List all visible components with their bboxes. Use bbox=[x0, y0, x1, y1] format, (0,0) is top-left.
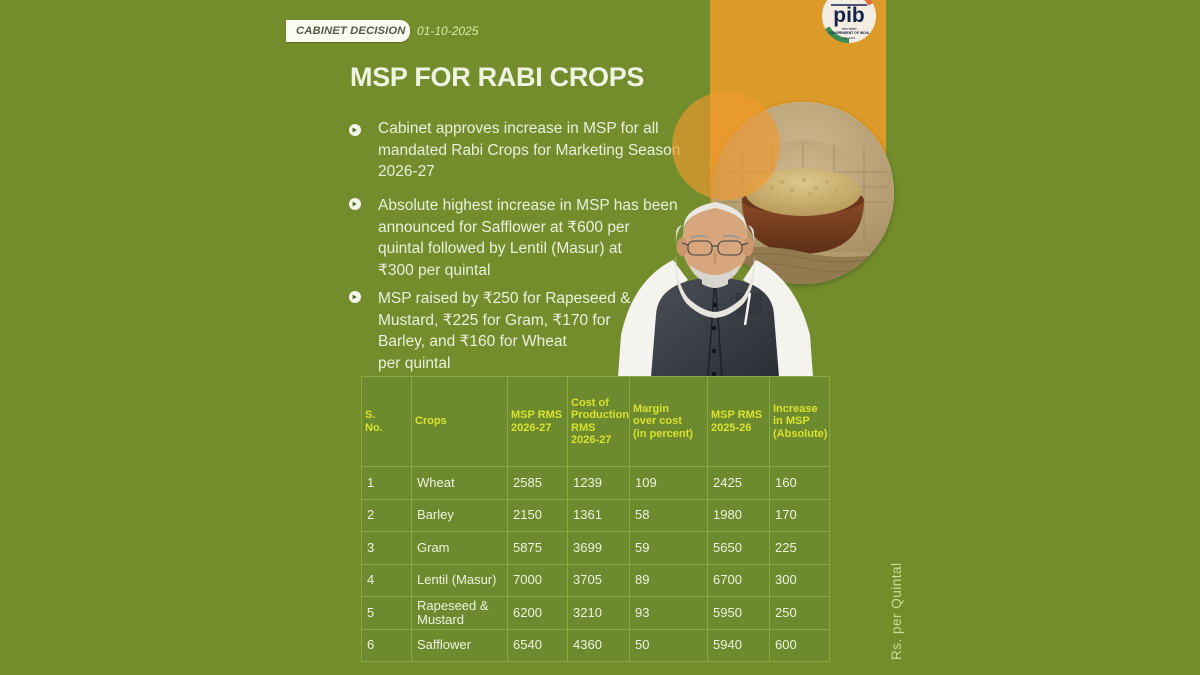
svg-text:est. 1919: est. 1919 bbox=[843, 36, 856, 40]
svg-text:pib: pib bbox=[833, 4, 865, 27]
svg-text:GOVERNMENT OF INDIA: GOVERNMENT OF INDIA bbox=[829, 31, 870, 35]
